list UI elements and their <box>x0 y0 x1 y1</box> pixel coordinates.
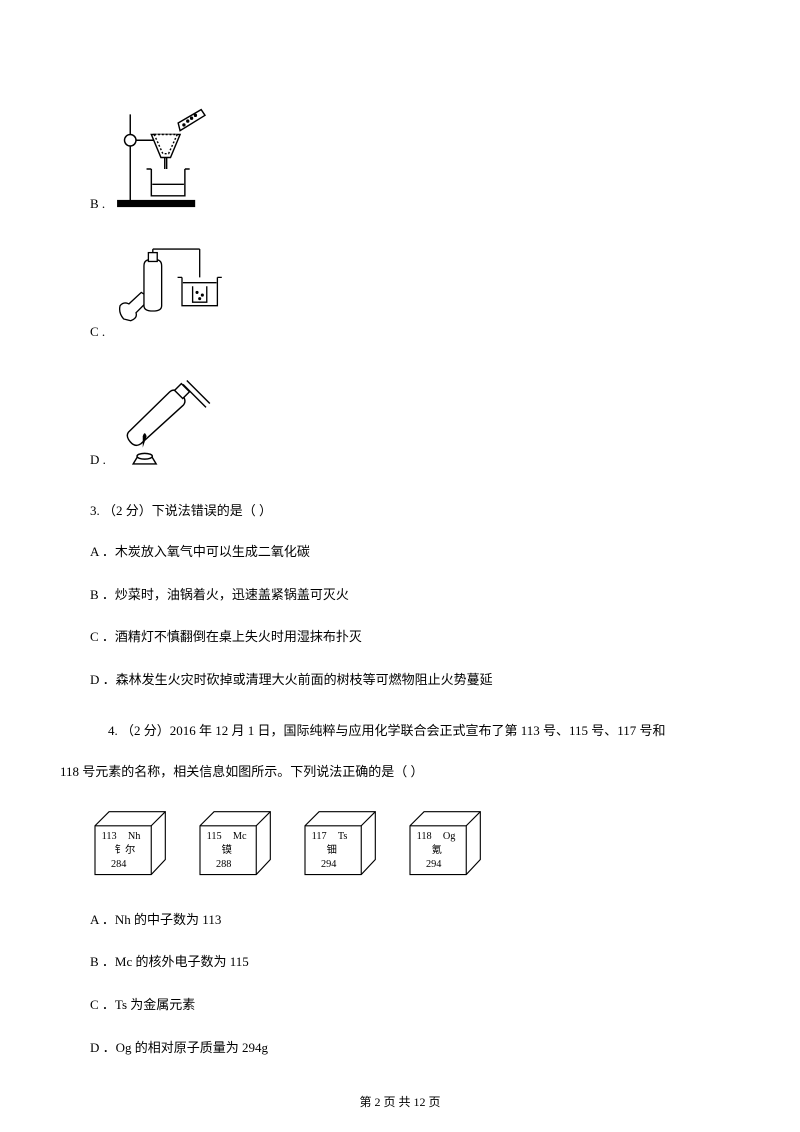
svg-text:115: 115 <box>207 830 222 841</box>
page-footer: 第 2 页 共 12 页 <box>0 1093 800 1112</box>
svg-text:284: 284 <box>111 859 126 870</box>
diagram-b <box>113 100 228 215</box>
q3-choice-c: C ．酒精灯不慎翻倒在桌上失火时用湿抹布扑灭 <box>90 627 740 648</box>
filtration-diagram-icon <box>113 100 228 215</box>
svg-text:294: 294 <box>426 859 441 870</box>
q3-choice-d: D ．森林发生火灾时砍掉或清理大火前面的树枝等可燃物阻止火势蔓延 <box>90 670 740 691</box>
svg-text:钿: 钿 <box>327 843 337 856</box>
diagram-c <box>113 233 228 343</box>
option-d-letter: D . <box>90 450 106 471</box>
q4-choice-a: A ．Nh 的中子数为 113 <box>90 910 740 931</box>
svg-text:113: 113 <box>102 830 117 841</box>
q3-stem: 3. （2 分）下说法错误的是（ ） <box>90 501 740 522</box>
element-cube-118: 118 Og 氪 294 <box>405 807 490 882</box>
option-b-row: B . <box>90 100 740 215</box>
q3-choice-a: A ．木炭放入氧气中可以生成二氧化碳 <box>90 542 740 563</box>
option-c-letter: C . <box>90 322 105 343</box>
svg-text:镆: 镆 <box>222 843 232 856</box>
element-cube-113: 113 Nh 钅尔 284 <box>90 807 175 882</box>
element-cube-115: 115 Mc 镆 288 <box>195 807 280 882</box>
element-boxes-row: 113 Nh 钅尔 284 115 Mc 镆 288 117 T <box>90 807 740 882</box>
option-d-row: D . <box>90 361 740 471</box>
diagram-d <box>114 361 229 471</box>
q4-stem: 4. （2 分）2016 年 12 月 1 日，国际纯粹与应用化学联合会正式宣布… <box>90 721 690 742</box>
option-c-row: C . <box>90 233 740 343</box>
q4-stem-line1: 4. （2 分）2016 年 12 月 1 日，国际纯粹与应用化学联合会正式宣布… <box>90 721 690 742</box>
option-b-letter: B . <box>90 194 105 215</box>
svg-text:氪: 氪 <box>432 843 442 856</box>
svg-text:Mc: Mc <box>233 830 247 841</box>
svg-text:117: 117 <box>312 830 327 841</box>
element-cube-117: 117 Ts 钿 294 <box>300 807 385 882</box>
svg-text:294: 294 <box>321 859 336 870</box>
q4-choice-d: D ．Og 的相对原子质量为 294g <box>90 1038 740 1059</box>
gas-collection-diagram-icon <box>113 233 228 343</box>
svg-text:Ts: Ts <box>338 830 348 841</box>
svg-text:Og: Og <box>443 830 456 841</box>
svg-text:Nh: Nh <box>128 830 141 841</box>
svg-text:288: 288 <box>216 859 231 870</box>
svg-text:118: 118 <box>417 830 432 841</box>
heating-tube-diagram-icon <box>114 361 229 471</box>
q4-choice-b: B ．Mc 的核外电子数为 115 <box>90 952 740 973</box>
q4-choice-c: C ．Ts 为金属元素 <box>90 995 740 1016</box>
q4-stem-line2: 118 号元素的名称，相关信息如图所示。下列说法正确的是（ ） <box>60 762 740 783</box>
svg-text:钅尔: 钅尔 <box>115 843 136 856</box>
q3-choice-b: B ．炒菜时，油锅着火，迅速盖紧锅盖可灭火 <box>90 585 740 606</box>
